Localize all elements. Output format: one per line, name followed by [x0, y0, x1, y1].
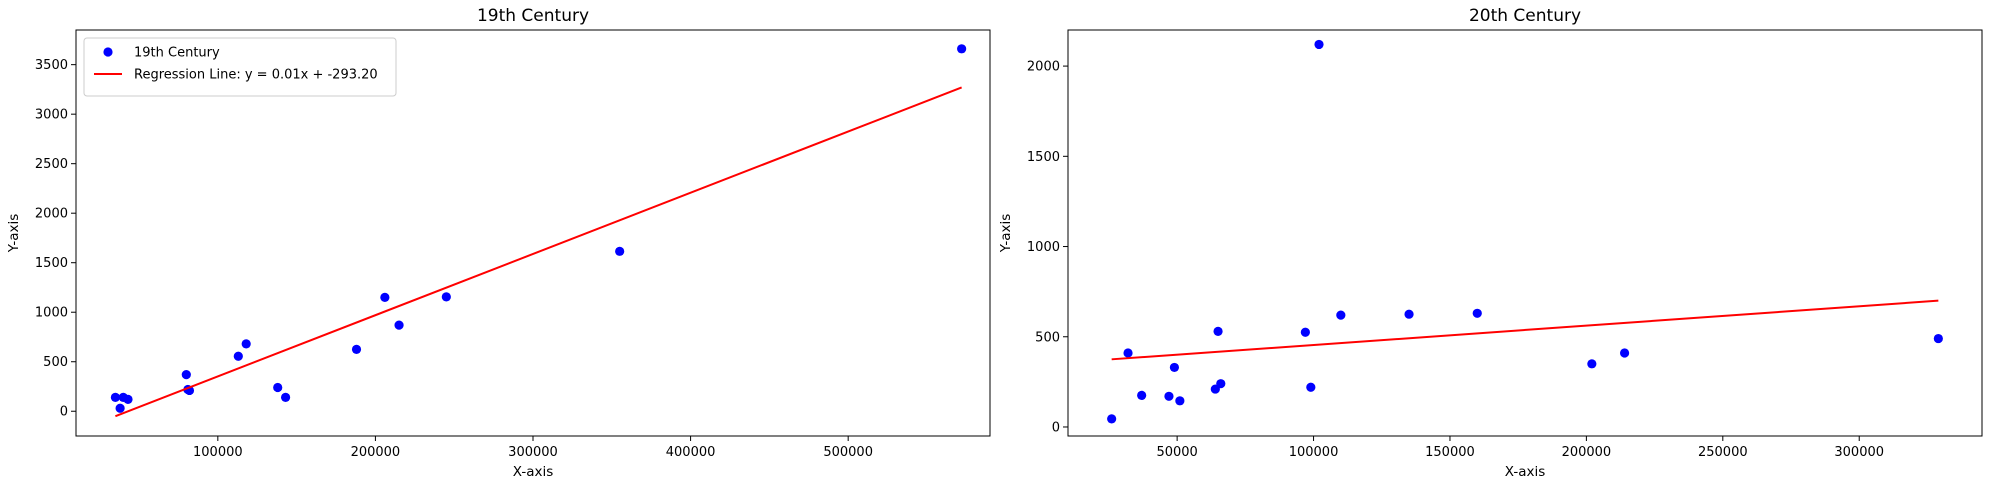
legend-marker-swatch: [103, 47, 113, 57]
y-tick-label: 3500: [35, 58, 68, 73]
chart-2: 20th Century 50000 100000 150000 200000 25000…: [998, 6, 1983, 480]
x-tick-label: 150000: [1425, 445, 1475, 460]
data-point: [1933, 333, 1943, 344]
x-tick-label: 100000: [1289, 445, 1339, 460]
data-point: [351, 344, 362, 354]
data-point: [615, 246, 625, 256]
y-tick-label: 0: [60, 405, 68, 420]
y-tick-label: 500: [1035, 330, 1060, 345]
y-axis-label: Y-axis: [6, 214, 22, 254]
data-point: [1619, 348, 1630, 358]
data-point: [123, 394, 133, 404]
x-tick-label: 500000: [823, 445, 873, 460]
data-point: [280, 392, 291, 402]
data-point: [115, 403, 125, 413]
data-point: [1306, 382, 1316, 392]
chart-title: 19th Century: [477, 6, 589, 26]
x-tick-label: 300000: [1834, 445, 1884, 460]
y-tick-label: 2000: [35, 207, 68, 222]
data-point: [233, 351, 243, 361]
x-axis-label: X-axis: [1505, 464, 1546, 480]
x-tick-label: 300000: [508, 445, 558, 460]
x-tick-label: 100000: [193, 445, 243, 460]
data-point: [1216, 379, 1226, 389]
x-axis-label: X-axis: [513, 464, 554, 480]
legend-entry: Regression Line: y = 0.01x + -293.20: [134, 68, 378, 83]
legend-box: [83, 37, 397, 97]
data-point: [380, 292, 390, 302]
data-point: [1137, 390, 1147, 400]
data-point: [1587, 359, 1597, 369]
data-point: [181, 370, 191, 380]
y-tick-label: 1000: [35, 306, 68, 321]
data-point: [1314, 39, 1324, 50]
regression-line: [115, 86, 962, 418]
x-tick-label: 50000: [1156, 445, 1197, 460]
data-point: [1123, 348, 1133, 358]
legend-entry: 19th Century: [134, 46, 220, 61]
data-point: [273, 382, 283, 393]
y-tick-label: 500: [43, 355, 68, 370]
y-tick-label: 2000: [1027, 60, 1060, 75]
data-point: [241, 339, 251, 349]
data-point: [441, 292, 451, 302]
x-tick-label: 400000: [666, 445, 716, 460]
chart-title: 20th Century: [1469, 6, 1581, 26]
data-point: [1107, 414, 1117, 424]
y-tick-label: 1000: [1027, 240, 1060, 255]
y-tick-label: 1500: [1027, 150, 1060, 165]
data-point: [1404, 309, 1414, 319]
x-tick-label: 200000: [351, 445, 401, 460]
x-tick-label: 250000: [1698, 445, 1748, 460]
data-point: [1300, 327, 1310, 337]
data-point: [957, 44, 967, 54]
y-tick-label: 0: [1052, 420, 1060, 435]
data-point: [1169, 362, 1180, 373]
y-tick-label: 3000: [35, 108, 68, 123]
x-tick-label: 200000: [1562, 445, 1612, 460]
regression-line: [1111, 299, 1939, 361]
data-point: [1213, 326, 1223, 336]
data-point: [1164, 391, 1174, 401]
y-tick-label: 2500: [35, 157, 68, 172]
y-tick-label: 1500: [35, 256, 68, 271]
data-point: [110, 392, 120, 402]
data-point: [1472, 308, 1482, 318]
plot-frame: [1067, 29, 1983, 437]
data-point: [1175, 396, 1185, 406]
data-point: [1336, 310, 1346, 320]
data-point: [394, 320, 404, 330]
legend: 19th Century Regression Line: y = 0.01x +…: [83, 37, 397, 97]
y-axis-label: Y-axis: [998, 214, 1014, 254]
